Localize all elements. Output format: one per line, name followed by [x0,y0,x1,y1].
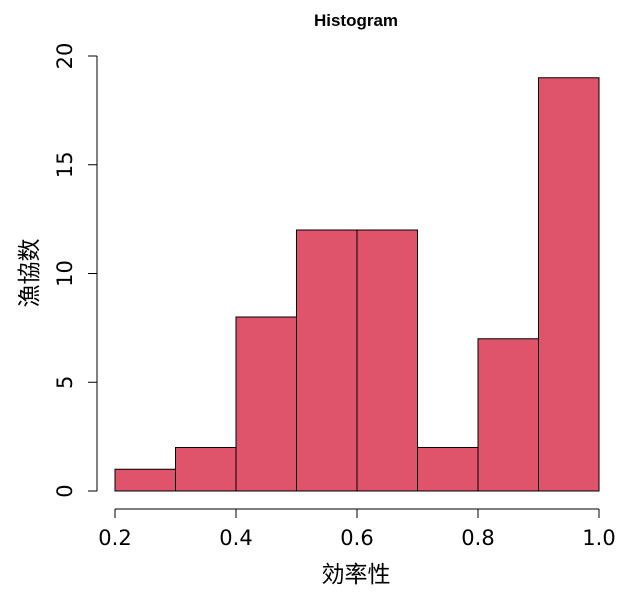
histogram-bars [114,77,600,492]
x-tick-label: 1.0 [582,526,615,550]
x-tick-label: 0.6 [340,526,373,550]
histogram-bar [235,316,297,492]
histogram-bar [417,447,479,492]
histogram-bar [477,338,539,492]
y-axis-title: 漁協数 [17,239,43,308]
x-axis-title: 効率性 [322,562,391,588]
x-axis: 0.2 0.4 0.6 0.8 1.0 [98,508,616,550]
x-tick-label: 0.2 [98,526,131,550]
y-tick-label: 0 [53,484,77,497]
y-axis: 0 5 10 15 20 [53,43,98,498]
histogram-bar [538,77,600,492]
histogram-bar [356,229,418,492]
histogram-bar [296,229,358,492]
y-tick-label: 15 [53,151,77,178]
y-tick-label: 5 [53,376,77,389]
x-tick-label: 0.8 [461,526,494,550]
histogram-bar [175,447,237,492]
histogram-bar [114,468,176,492]
chart-title: Histogram [314,11,398,30]
y-tick-label: 20 [53,43,77,70]
x-tick-label: 0.4 [219,526,252,550]
y-tick-label: 10 [53,260,77,287]
